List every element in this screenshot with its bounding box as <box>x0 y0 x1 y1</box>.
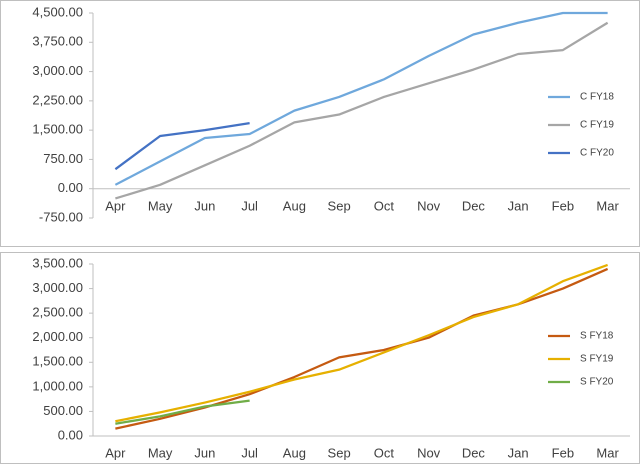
x-tick-label: Dec <box>462 198 486 213</box>
y-tick-label: 3,500.00 <box>32 255 83 270</box>
x-tick-label: Jul <box>241 445 258 460</box>
y-tick-label: 4,500.00 <box>32 4 83 19</box>
series-line <box>115 21 609 200</box>
x-tick-label: Jun <box>194 445 215 460</box>
x-tick-label: Apr <box>105 445 126 460</box>
y-tick-label: 2,250.00 <box>32 92 83 107</box>
x-tick-label: Apr <box>105 198 126 213</box>
x-tick-label: Mar <box>596 445 619 460</box>
series-line <box>114 11 608 186</box>
y-tick-label: 3,750.00 <box>32 34 83 49</box>
x-tick-label: May <box>148 198 173 213</box>
x-tick-label: May <box>148 445 173 460</box>
x-tick-label: Oct <box>374 445 395 460</box>
y-tick-label: 750.00 <box>43 151 83 166</box>
legend-label: C FY20 <box>580 148 614 159</box>
y-tick-label: 500.00 <box>43 403 83 418</box>
legend-label: S FY20 <box>580 377 614 388</box>
x-tick-label: Aug <box>283 445 306 460</box>
y-tick-label: 0.00 <box>58 180 83 195</box>
x-tick-label: Sep <box>328 445 351 460</box>
y-tick-label: 1,000.00 <box>32 378 83 393</box>
y-tick-label: -750.00 <box>39 209 83 224</box>
legend-label: S FY19 <box>580 354 614 365</box>
series-line <box>114 122 250 171</box>
chart-frame <box>0 252 640 464</box>
legend-label: S FY18 <box>580 331 614 342</box>
y-tick-label: 1,500.00 <box>32 122 83 137</box>
x-tick-label: Jan <box>508 198 529 213</box>
x-tick-label: Feb <box>552 198 574 213</box>
x-tick-label: Mar <box>596 198 619 213</box>
x-tick-label: Oct <box>374 198 395 213</box>
y-tick-label: 2,000.00 <box>32 329 83 344</box>
legend-label: C FY19 <box>580 120 614 131</box>
x-tick-label: Jul <box>241 198 258 213</box>
x-tick-label: Jun <box>194 198 215 213</box>
x-tick-label: Dec <box>462 445 486 460</box>
y-tick-label: 0.00 <box>58 427 83 442</box>
y-tick-label: 2,500.00 <box>32 305 83 320</box>
legend-label: C FY18 <box>580 92 614 103</box>
x-tick-label: Nov <box>417 198 441 213</box>
x-tick-label: Jan <box>508 445 529 460</box>
y-tick-label: 1,500.00 <box>32 354 83 369</box>
series-line <box>115 263 609 423</box>
y-tick-label: 3,000.00 <box>32 280 83 295</box>
chart-frame <box>0 0 640 247</box>
series-line <box>115 399 250 425</box>
x-tick-label: Aug <box>283 198 306 213</box>
x-tick-label: Sep <box>328 198 351 213</box>
x-tick-label: Nov <box>417 445 441 460</box>
x-tick-label: Feb <box>552 445 574 460</box>
y-tick-label: 3,000.00 <box>32 63 83 78</box>
